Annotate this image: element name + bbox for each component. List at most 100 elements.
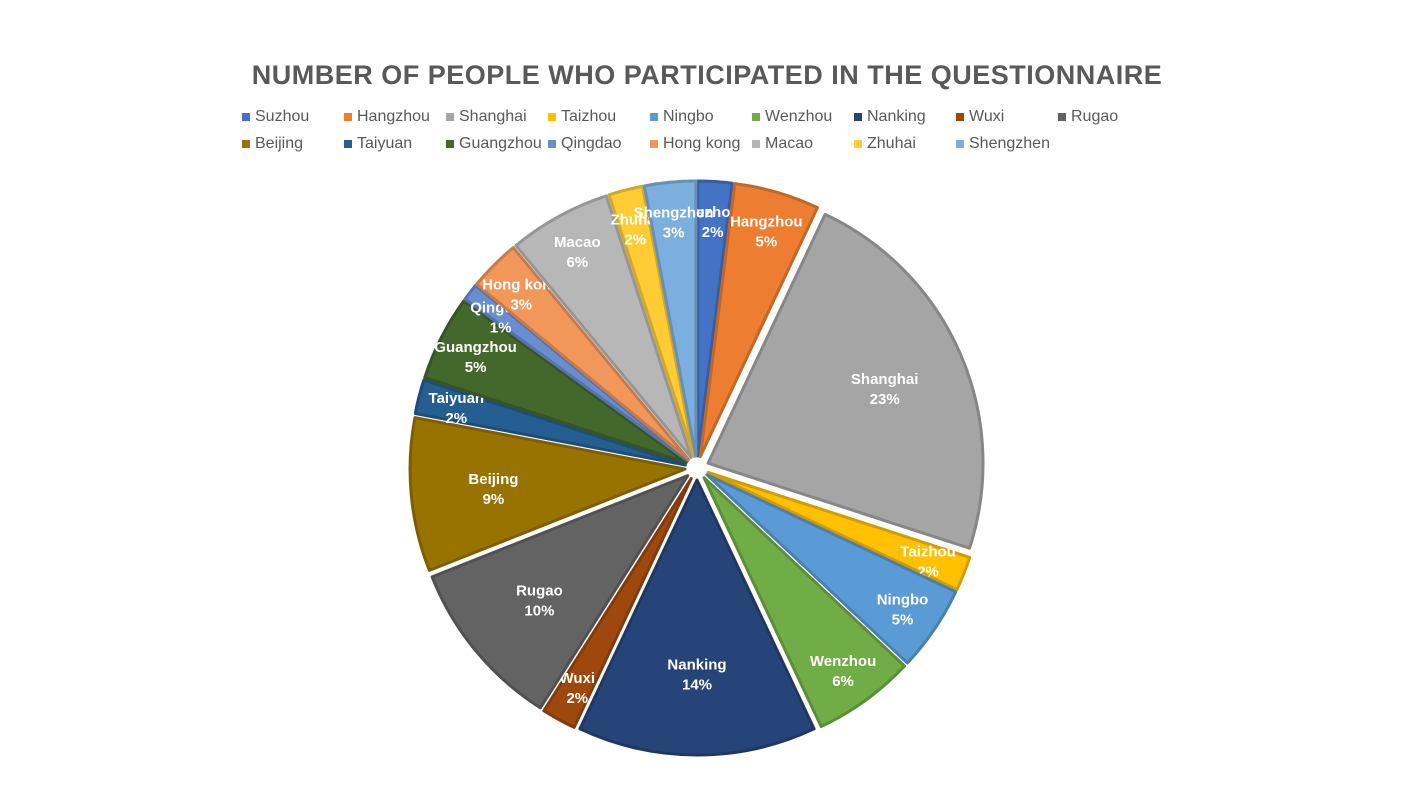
slice-percent-label: 2% <box>566 690 588 707</box>
legend-swatch <box>446 140 454 148</box>
slice-percent-label: 10% <box>524 602 554 619</box>
legend-swatch <box>242 140 250 148</box>
legend-swatch <box>548 113 556 121</box>
slice-category-label: Hong kong <box>482 276 560 293</box>
legend-item: Suzhou <box>242 108 309 126</box>
slice-category-label: Hangzhou <box>730 213 803 230</box>
legend-item: Shengzhen <box>956 135 1050 153</box>
slice-percent-label: 2% <box>702 224 724 241</box>
legend-item: Taiyuan <box>344 135 412 153</box>
legend-item: Shanghai <box>446 108 527 126</box>
pie-slice-macao <box>514 194 693 459</box>
pie-slice-shanghai <box>706 212 985 550</box>
legend-item: Zhuhai <box>854 135 916 153</box>
legend-swatch <box>956 113 964 121</box>
legend-item: Ningbo <box>650 108 714 126</box>
legend-label: Guangzhou <box>459 135 542 152</box>
legend-item: Macao <box>752 135 813 153</box>
pie-slice-guangzhou <box>423 299 688 465</box>
legend-swatch <box>854 140 862 148</box>
slice-percent-label: 23% <box>870 391 900 408</box>
pie-slice-wuxi <box>542 477 693 729</box>
legend-label: Hangzhou <box>357 108 430 125</box>
legend-item: Guangzhou <box>446 135 542 153</box>
legend-label: Macao <box>765 135 814 152</box>
legend-swatch <box>446 113 454 121</box>
legend-swatch <box>1058 113 1066 121</box>
slice-percent-label: 5% <box>892 612 914 629</box>
slice-category-label: Ningbo <box>877 592 929 609</box>
slice-category-label: Beijing <box>468 471 518 488</box>
slice-category-label: Suzhou <box>686 204 740 221</box>
slice-percent-label: 6% <box>832 673 854 690</box>
legend-swatch <box>752 113 760 121</box>
slice-category-label: Wuxi <box>560 670 596 687</box>
pie-slice-zhuhai <box>607 184 696 458</box>
legend-item: Taizhou <box>548 108 616 126</box>
pie-slice-wenzhou <box>702 476 907 729</box>
pie-slice-nanking <box>578 478 816 757</box>
slice-percent-label: 6% <box>566 254 588 271</box>
slice-category-label: Shengzhen <box>634 205 714 222</box>
legend-label: Taizhou <box>561 108 617 125</box>
legend-label: Beijing <box>255 135 304 152</box>
slice-percent-label: 2% <box>445 410 467 427</box>
slice-percent-label: 9% <box>483 491 505 508</box>
legend-label: Suzhou <box>255 108 310 125</box>
slice-category-label: Zhuhai <box>611 211 660 228</box>
legend-swatch <box>650 113 658 121</box>
legend-label: Wenzhou <box>765 108 833 125</box>
legend-item: Wuxi <box>956 108 1004 126</box>
legend-label: Hong kong <box>663 135 741 152</box>
legend-label: Nanking <box>867 108 926 125</box>
slice-category-label: Shanghai <box>851 371 919 388</box>
slice-percent-label: 3% <box>510 296 532 313</box>
slice-percent-label: 1% <box>490 320 512 337</box>
slice-category-label: Taizhou <box>900 543 956 560</box>
legend-label: Ningbo <box>663 108 714 125</box>
pie-slice-taizhou <box>706 470 972 592</box>
legend-label: Qingdao <box>561 135 622 152</box>
pie-slice-taiyuan <box>413 378 687 467</box>
legend-item: Beijing <box>242 135 303 153</box>
legend-swatch <box>854 113 862 121</box>
legend-item: Hangzhou <box>344 108 430 126</box>
legend-swatch <box>956 140 964 148</box>
legend-label: Wuxi <box>969 108 1005 125</box>
slice-percent-label: 3% <box>663 225 685 242</box>
slice-category-label: Wenzhou <box>810 653 876 670</box>
legend-label: Rugao <box>1071 108 1119 125</box>
slice-percent-label: 5% <box>755 233 777 250</box>
pie-slice-shengzhen <box>642 179 698 458</box>
legend-item: Hong kong <box>650 135 740 153</box>
pie-slice-qingdao <box>463 283 690 463</box>
legend-swatch <box>650 140 658 148</box>
legend-item: Rugao <box>1058 108 1118 126</box>
slice-category-label: Guangzhou <box>434 339 517 356</box>
pie-slice-beijing <box>408 416 687 572</box>
pie-slice-rugao <box>430 474 690 710</box>
pie-slice-hangzhou <box>698 182 819 458</box>
slice-percent-label: 2% <box>624 231 646 248</box>
slice-category-label: Taiyuan <box>429 390 485 407</box>
slice-category-label: Nanking <box>667 657 726 674</box>
chart-title: NUMBER OF PEOPLE WHO PARTICIPATED IN THE… <box>251 60 1163 90</box>
legend-swatch <box>752 140 760 148</box>
legend-label: Zhuhai <box>867 135 916 152</box>
legend-swatch <box>548 140 556 148</box>
legend-swatch <box>242 113 250 121</box>
legend-item: Qingdao <box>548 135 622 153</box>
legend-swatch <box>344 113 352 121</box>
slice-percent-label: 5% <box>465 359 487 376</box>
pie-slice-hong-kong <box>475 246 691 462</box>
legend-label: Taiyuan <box>357 135 413 152</box>
legend-item: Nanking <box>854 108 926 126</box>
slice-percent-label: 14% <box>682 677 712 694</box>
legend-swatch <box>344 140 352 148</box>
legend-item: Wenzhou <box>752 108 832 126</box>
pie-slice-suzhou <box>696 179 734 458</box>
legend-label: Shanghai <box>459 108 527 125</box>
slice-category-label: Macao <box>554 234 601 251</box>
pie-slice-ningbo <box>705 473 958 665</box>
